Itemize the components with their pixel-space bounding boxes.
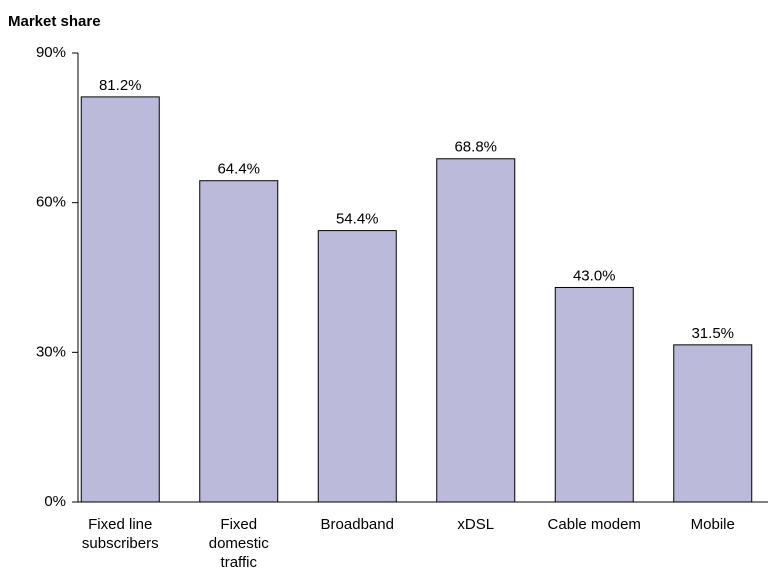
x-tick-label: Broadband	[320, 516, 394, 533]
x-tick-label: Mobile	[690, 516, 735, 533]
y-tick-label: 90%	[36, 44, 66, 61]
bar	[436, 158, 516, 503]
x-tick-label: Fixed line subscribers	[81, 516, 159, 552]
chart-title: Market share	[8, 13, 101, 30]
y-tick-label: 60%	[36, 194, 66, 211]
bar	[673, 344, 753, 503]
x-tick-label: Fixed domestic traffic	[208, 516, 269, 571]
value-label: 43.0%	[573, 267, 616, 284]
value-label: 81.2%	[99, 77, 142, 94]
bar	[554, 286, 634, 503]
bar	[80, 96, 160, 503]
x-tick-label: xDSL	[457, 516, 495, 533]
value-label: 64.4%	[217, 161, 260, 178]
bar	[317, 230, 397, 503]
value-label: 31.5%	[691, 325, 734, 342]
bar	[199, 180, 279, 503]
value-label: 68.8%	[454, 139, 497, 156]
y-tick-label: 30%	[36, 343, 66, 360]
x-tick-label: Cable modem	[547, 516, 641, 533]
value-label: 54.4%	[336, 211, 379, 228]
y-tick-label: 0%	[44, 493, 66, 510]
